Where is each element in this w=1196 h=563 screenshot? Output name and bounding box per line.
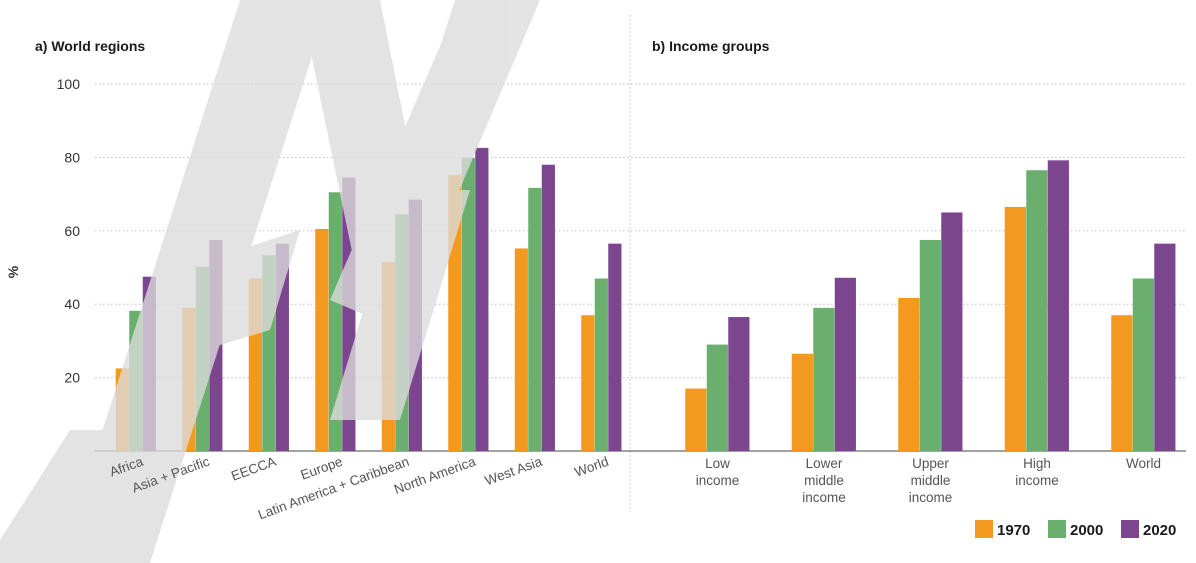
x-tick-label: EECCA <box>229 454 278 484</box>
legend-swatch <box>1048 520 1066 538</box>
x-tick-label-line: income <box>1015 473 1059 488</box>
x-tick-label: Upper middle income <box>909 456 953 505</box>
bar <box>1111 315 1133 451</box>
x-tick-label-line: middle <box>911 473 951 488</box>
x-tick-label-line: income <box>909 490 953 505</box>
bar <box>528 187 542 451</box>
bar <box>898 297 920 451</box>
bar <box>919 239 941 451</box>
bar <box>315 228 329 451</box>
x-tick-label: High income <box>1015 456 1059 488</box>
bar <box>1004 206 1026 451</box>
x-tick-label: Low income <box>696 456 740 488</box>
watermark-logo <box>0 0 540 563</box>
panel-title: b) Income groups <box>652 38 770 54</box>
legend-swatch <box>1121 520 1139 538</box>
gridlines <box>95 15 1186 512</box>
bar <box>514 248 528 451</box>
panel-title: a) World regions <box>35 38 145 54</box>
x-tick-label: World <box>572 454 610 480</box>
bar <box>728 317 750 451</box>
y-tick-label: 100 <box>57 76 81 92</box>
bar <box>1026 170 1048 451</box>
bar <box>1132 278 1154 451</box>
x-tick-label: Lower middle income <box>802 456 846 505</box>
x-tick-label-line: Lower <box>806 456 843 471</box>
x-tick-label-line: Upper <box>912 456 949 471</box>
legend-label: 1970 <box>997 522 1030 539</box>
bar <box>581 315 595 451</box>
y-axis-title: % <box>5 265 21 278</box>
bar <box>834 277 856 451</box>
bar <box>608 243 622 451</box>
x-tick-label: West Asia <box>483 454 545 489</box>
bar <box>813 307 835 451</box>
legend-label: 2020 <box>1143 522 1176 539</box>
x-tick-label-line: World <box>1126 456 1161 471</box>
x-tick-label: World <box>1126 456 1161 471</box>
bar <box>1154 243 1176 451</box>
bar <box>1047 160 1069 451</box>
bar <box>594 278 608 451</box>
bar <box>791 353 813 451</box>
legend-label: 2000 <box>1070 522 1103 539</box>
bar <box>541 164 555 452</box>
bar <box>475 147 489 451</box>
bar <box>461 157 475 451</box>
legend: 1970 2000 2020 <box>975 520 1176 539</box>
legend-swatch <box>975 520 993 538</box>
y-tick-label: 60 <box>64 223 80 239</box>
x-tick-label-line: Low <box>705 456 730 471</box>
bar <box>941 212 963 451</box>
bar <box>685 388 707 451</box>
bar <box>706 344 728 451</box>
y-tick-label: 80 <box>64 149 80 165</box>
y-tick-label: 40 <box>64 296 80 312</box>
x-tick-label-line: middle <box>804 473 844 488</box>
x-tick-label-line: income <box>696 473 740 488</box>
x-tick-label-line: income <box>802 490 846 505</box>
bar <box>328 192 342 451</box>
x-tick-label-line: High <box>1023 456 1051 471</box>
y-tick-label: 20 <box>64 370 80 386</box>
